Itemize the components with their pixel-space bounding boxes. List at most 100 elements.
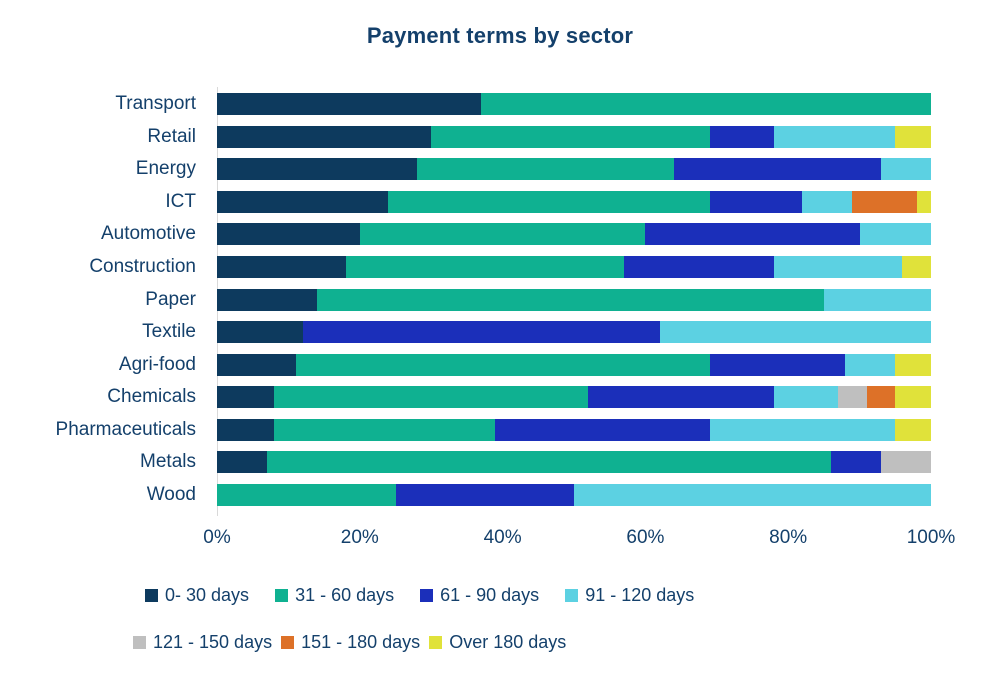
bar-row-paper: Paper [0,283,931,316]
bar-segment-0-30-days [217,158,417,181]
bar-segment-31-60-days [481,93,931,116]
bar-segment-over-180-days [902,256,931,278]
bar-segment-31-60-days [217,483,396,506]
legend-label: 31 - 60 days [295,585,395,605]
legend-label: 91 - 120 days [585,585,695,605]
category-label: Wood [146,483,196,505]
legend-item-121-150-days: 121 - 150 days [133,632,272,653]
category-label: Pharmaceuticals [55,418,196,440]
bar-segment-61-90-days [709,125,774,148]
bar-track [217,483,931,506]
bar-segment-91-120-days [802,190,853,213]
bar-segment-0-30-days [217,125,432,148]
bar-track [217,321,931,344]
bar-track [217,256,931,278]
bar-segment-91-120-days [773,386,839,409]
bar-segment-0-30-days [217,256,346,278]
bar-segment-31-60-days [359,223,646,246]
bar-segment-31-60-days [295,353,710,376]
bar-segment-91-120-days [773,256,903,278]
legend-row-1: 0- 30 days 31 - 60 days 61 - 90 days 91 - 1… [145,585,694,606]
legend-item-151-180-days: 151 - 180 days [281,632,420,653]
x-axis-tick-label: 20% [340,527,379,548]
legend-item-31-60-days: 31 - 60 days [275,585,394,606]
bar-row-ict: ICT [0,186,931,219]
bar-track [217,158,931,181]
bar-row-construction: Construction [0,251,931,284]
bar-segment-61-90-days [645,223,860,246]
bar-segment-31-60-days [316,288,824,311]
category-label: Automotive [100,223,196,245]
bar-segment-151-180-days [866,386,896,409]
bar-row-transport: Transport [0,88,931,121]
bar-row-textile: Textile [0,316,931,349]
bar-row-wood: Wood [0,479,931,512]
bar-track [217,190,931,213]
legend-item-61-90-days: 61 - 90 days [420,585,539,606]
bar-segment-61-90-days [673,158,881,181]
bar-segment-0-30-days [217,386,275,409]
category-label: Chemicals [107,386,196,408]
bar-segment-0-30-days [217,418,275,441]
bar-segment-91-120-days [574,483,931,506]
x-axis-tick-label: 100% [906,527,956,548]
bar-segment-91-120-days [859,223,931,246]
bar-segment-0-30-days [217,223,360,246]
legend-item-over-180-days: Over 180 days [429,632,566,653]
bar-track [217,125,931,148]
legend-swatch [281,636,295,649]
legend-swatch [565,589,579,602]
bar-segment-91-120-days [845,353,896,376]
bar-segment-61-90-days [709,353,846,376]
category-label: Transport [115,93,196,115]
bar-segment-31-60-days [274,418,496,441]
bar-segment-0-30-days [217,353,296,376]
x-axis-tick-label: 40% [483,527,522,548]
bar-row-energy: Energy [0,153,931,186]
bar-segment-over-180-days [916,190,931,213]
legend-label: Over 180 days [449,632,567,652]
bar-segment-0-30-days [217,190,389,213]
category-label: Agri-food [118,353,196,375]
legend-swatch [145,589,158,602]
bar-segment-121-150-days [838,386,867,409]
bar-row-automotive: Automotive [0,218,931,251]
bar-segment-61-90-days [623,256,774,278]
legend-row-2: 121 - 150 days 151 - 180 days Over 180 day… [133,632,566,653]
category-label: Metals [140,451,196,473]
bar-row-chemicals: Chemicals [0,381,931,414]
bar-segment-0-30-days [217,321,303,344]
category-label: Paper [145,288,196,310]
bar-segment-over-180-days [895,418,931,441]
bar-segment-91-120-days [773,125,896,148]
legend-item-91-120-days: 91 - 120 days [565,585,694,606]
legend-swatch [420,589,434,602]
bar-segment-0-30-days [217,93,482,116]
bar-segment-61-90-days [395,483,574,506]
x-axis: 0% 20% 40% 60% 80% 100% [203,527,955,551]
bar-segment-91-120-days [880,158,931,181]
bar-segment-91-120-days [709,418,896,441]
bar-segment-31-60-days [431,125,710,148]
x-axis-tick-label: 80% [769,527,808,548]
bar-segment-91-120-days [659,321,931,344]
bar-row-metals: Metals [0,446,931,479]
legend-swatch [429,636,443,649]
legend-label: 151 - 180 days [301,632,421,652]
bar-track [217,418,931,441]
bar-segment-31-60-days [274,386,589,409]
bar-track [217,451,931,474]
bar-segment-0-30-days [217,451,267,474]
bar-segment-61-90-days [709,190,803,213]
bar-track [217,223,931,246]
bar-segment-61-90-days [495,418,710,441]
bar-row-agri-food: Agri-food [0,348,931,381]
legend-item-0-30-days: 0- 30 days [145,585,249,606]
category-label: Construction [89,256,196,277]
bar-segment-over-180-days [895,386,931,409]
x-axis-tick-label: 60% [626,527,665,548]
legend-label: 121 - 150 days [153,632,273,652]
chart-title: Payment terms by sector [366,23,634,48]
bar-segment-over-180-days [895,353,931,376]
bar-track [217,288,931,311]
